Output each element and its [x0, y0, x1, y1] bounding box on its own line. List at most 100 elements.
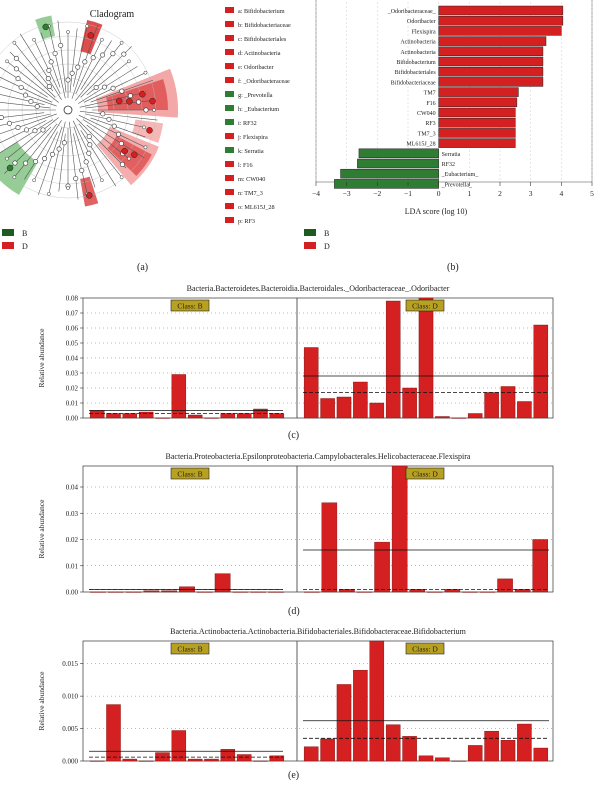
cladogram-branch: [48, 26, 66, 99]
cladogram-node: [58, 42, 64, 48]
lda-bar-label: _Odoribacteraceae_: [387, 9, 437, 15]
cladogram-legend-swatch-g: [225, 91, 234, 97]
abundance-bar-class-D: [500, 386, 516, 419]
cladogram-node: [23, 92, 29, 98]
abundance-bar-class-B: [236, 754, 252, 762]
abundance-ytick-label: 0.04: [66, 355, 79, 363]
abundance-ytick-label: 0.01: [66, 562, 79, 570]
cladogram-node: [136, 99, 142, 105]
lda-bar: [358, 148, 439, 159]
cladogram-legend-label-d: d: Actinobacteria: [238, 50, 281, 57]
class-box-D: [405, 299, 445, 312]
abundance-ylabel: Relative abundance: [37, 671, 46, 731]
cladogram-legend-label-l: l: F16: [238, 162, 253, 169]
cladogram-node: [93, 85, 99, 91]
cladogram-node: [111, 123, 117, 129]
class-box-B: [170, 299, 210, 312]
cladogram-significant-node: [146, 127, 153, 134]
abundance-bar-class-D: [467, 413, 483, 419]
abundance-bar-class-B: [269, 413, 285, 419]
lda-tick-label: 5: [590, 189, 594, 198]
cladogram-branch: [19, 33, 62, 100]
abundance-ytick-label: 0.02: [66, 385, 79, 393]
cladogram-node: [87, 142, 93, 148]
abundance-ytick-label: 0.03: [66, 370, 79, 378]
cladogram-legend-label-m: m: CW040: [238, 176, 265, 183]
cladogram-significant-node: [6, 164, 14, 172]
cladogram-leaf: [142, 125, 146, 130]
cladogram-node: [110, 85, 116, 91]
abundance-bar-class-D: [467, 745, 483, 762]
cladogram-legend-swatch-k: [225, 147, 234, 153]
cladogram-branch: [90, 117, 146, 138]
abundance-ytick-label: 0.08: [66, 295, 79, 303]
cladogram-branch: [0, 113, 51, 126]
lda-tick-label: 0: [437, 189, 441, 198]
lda-bar: [438, 36, 547, 46]
cladogram-branch: [73, 26, 88, 87]
cladogram-leaf: [12, 175, 17, 180]
panel-label-b: (b): [447, 262, 459, 273]
abundance-bar-class-D: [517, 401, 532, 419]
cladogram-leaf: [127, 156, 131, 161]
cladogram-node: [100, 52, 106, 58]
cladogram-leaf: [127, 59, 131, 64]
cladogram-node: [73, 176, 79, 182]
cladogram-node: [24, 127, 30, 133]
lda-tick-label: −3: [343, 189, 351, 198]
cladogram-node: [45, 76, 51, 82]
cladogram-title: Cladogram: [89, 9, 135, 20]
cladogram-legend-swatch-d: [225, 49, 234, 55]
lda-xlabel: LDA score (log 10): [405, 207, 468, 216]
clade-highlight-prevotella: [0, 141, 38, 195]
cladogram-leaf: [119, 175, 124, 180]
cladogram-legend-label-n: n: TM7_3: [238, 190, 263, 197]
abundance-bar-class-D: [402, 736, 417, 762]
abundance-bar-class-D: [353, 669, 368, 762]
cladogram-node: [143, 107, 149, 113]
cladogram-legend-label-g: g: _Prevotella: [238, 92, 273, 99]
cladogram-node: [65, 77, 71, 83]
lda-tick-label: 2: [498, 189, 502, 198]
cladogram-node: [0, 115, 4, 121]
cladogram-legend-label-e: e: Odoribacter: [238, 64, 274, 71]
cladogram-significant-node: [87, 32, 95, 39]
abundance-ytick-label: 0.05: [66, 340, 79, 348]
cladogram-node: [110, 51, 116, 57]
cladogram-leaf: [32, 178, 37, 183]
cladogram-legend-swatch-b: [225, 21, 234, 27]
lda-tick-label: 1: [467, 189, 471, 198]
cladogram-node: [86, 134, 92, 140]
cladogram: a: Bifidobacterium b: Bifidobacteriaceae c…: [0, 7, 291, 251]
cladogram-significant-node: [139, 90, 146, 98]
lda-bar-label: RF3: [425, 121, 435, 127]
cladogram-leaf: [66, 30, 70, 34]
lda-bar-label: _Prevotella_: [441, 182, 473, 188]
cladogram-node: [121, 51, 127, 57]
abundance-frame: [82, 640, 554, 762]
cladogram-significant-node: [131, 151, 138, 158]
cladogram-legend-swatch-e: [225, 63, 234, 69]
cladogram-leaf: [5, 59, 9, 64]
cladogram-branch: [78, 114, 146, 148]
class-box-label-D: Class: D: [412, 302, 438, 311]
lda-bar-label: Serratia: [442, 152, 461, 158]
abundance-bar-class-B: [187, 758, 203, 762]
abundance-bar-class-D: [303, 746, 319, 762]
abundance-title: Bacteria.Actinobacteria.Actinobacteria.B…: [170, 627, 466, 636]
cladogram-legend-swatch-h: [225, 105, 234, 111]
abundance-bar-class-B: [171, 730, 187, 762]
group-legend-swatch-D: [2, 242, 14, 249]
abundance-chart-odoribacter: Bacteria.Bacteroidetes.Bacteroidia.Bacte…: [37, 284, 554, 423]
cladogram-branch: [86, 61, 130, 96]
abundance-chart-bifidobacterium: Bacteria.Actinobacteria.Actinobacteria.B…: [37, 627, 554, 766]
abundance-ytick-label: 0.005: [62, 725, 78, 733]
lda-bar-label: Actinobacteria: [400, 50, 436, 56]
cladogram-node: [119, 161, 125, 167]
group-legend-swatch-B: [2, 229, 14, 236]
abundance-bar-class-B: [122, 758, 138, 762]
lda-bar-label: ML615J_28: [406, 142, 435, 148]
cladogram-legend-label-b: b: Bifidobacteriaceae: [238, 22, 291, 29]
abundance-ytick-label: 0.02: [66, 536, 79, 544]
cladogram-legend-swatch-o: [225, 203, 234, 209]
